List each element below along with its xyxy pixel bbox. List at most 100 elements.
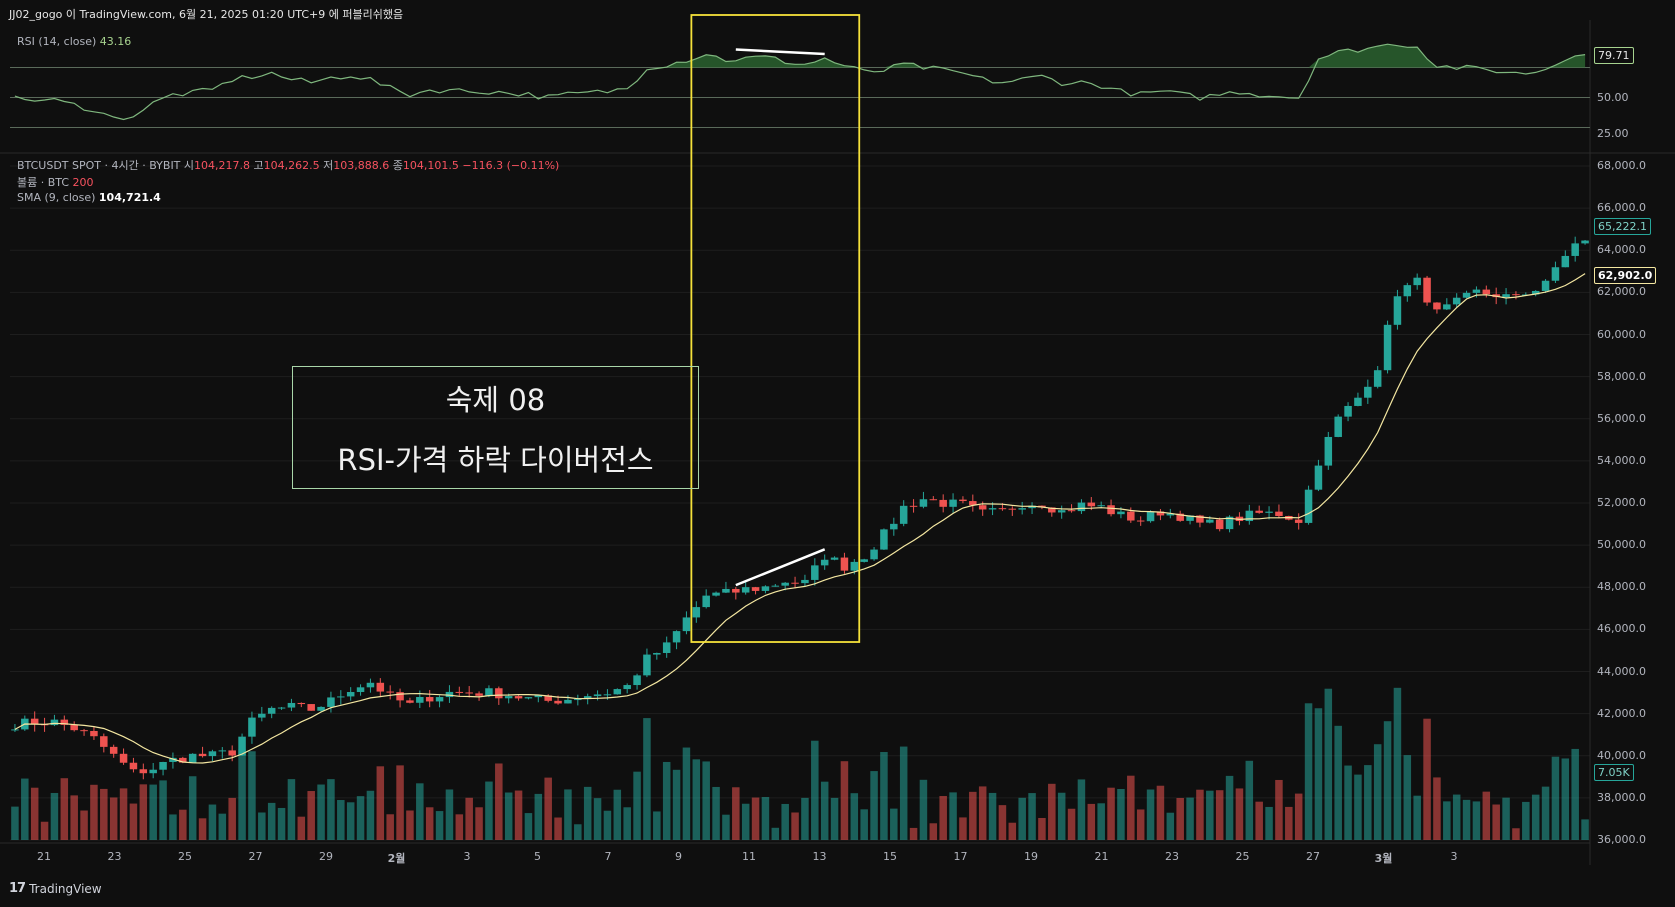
volume-bar xyxy=(376,766,385,840)
candle-body xyxy=(80,730,88,732)
candle-body xyxy=(860,559,868,562)
volume-bar xyxy=(21,778,29,840)
candle-body xyxy=(988,508,997,510)
candle-body xyxy=(1443,304,1451,310)
volume-bar xyxy=(1294,793,1303,840)
rsi-value: 43.16 xyxy=(99,35,132,48)
candle-body xyxy=(307,704,315,711)
sma-legend[interactable]: SMA (9, close) 104,721.4 xyxy=(17,191,161,204)
candle-body xyxy=(564,699,572,704)
candle-body xyxy=(662,642,671,653)
candle-body xyxy=(1314,465,1323,490)
candle-body xyxy=(1107,505,1115,515)
candle-body xyxy=(633,675,641,686)
candle-body xyxy=(169,757,177,762)
time-tick-label: 27 xyxy=(1306,850,1320,863)
time-tick-label: 17 xyxy=(953,850,968,863)
volume-bar xyxy=(1117,788,1125,840)
volume-bar xyxy=(850,793,859,840)
publish-header: JJ02_gogo 이 TradingView.com, 6월 21, 2025… xyxy=(9,8,404,21)
volume-bar xyxy=(1413,795,1421,840)
volume-bar xyxy=(1354,774,1362,840)
time-tick-label: 23 xyxy=(1165,850,1179,863)
time-tick-label: 21 xyxy=(1094,850,1109,863)
volume-bar xyxy=(1462,799,1471,840)
volume-bar xyxy=(544,777,552,840)
volume-bar xyxy=(613,789,622,840)
volume-bar xyxy=(1492,804,1500,840)
price-tick-label: 52,000.0 xyxy=(1597,496,1646,509)
candle-body xyxy=(643,654,651,676)
candle-body xyxy=(1413,277,1421,286)
annotation-subtitle: RSI-가격 하락 다이버전스 xyxy=(337,443,654,477)
volume-bar xyxy=(267,802,276,840)
volume-bar xyxy=(1393,687,1402,840)
volume-bar xyxy=(1186,797,1194,840)
candle-body xyxy=(1255,510,1263,513)
candle-body xyxy=(554,700,562,704)
time-tick-label: 9 xyxy=(675,850,682,863)
candle-body xyxy=(485,688,493,696)
volume-bar xyxy=(514,790,523,840)
candle-body xyxy=(396,692,404,701)
volume-bar xyxy=(60,778,69,840)
volume-bar xyxy=(1561,758,1570,840)
volume-legend[interactable]: 볼륨 · BTC 200 xyxy=(17,174,94,190)
candle-body xyxy=(1403,285,1412,297)
volume-bar xyxy=(1403,755,1412,840)
rsi-level-label: 25.00 xyxy=(1597,126,1629,140)
tradingview-brand[interactable]: 17 TradingView xyxy=(9,881,102,896)
candle-body xyxy=(722,588,730,593)
candle-body xyxy=(939,499,947,507)
candle-body xyxy=(1215,519,1224,530)
price-tick-label: 60,000.0 xyxy=(1597,327,1646,341)
candle-body xyxy=(208,751,217,757)
volume-bar xyxy=(949,792,957,840)
volume-bar xyxy=(801,797,809,840)
volume-bar xyxy=(1423,718,1431,840)
volume-bar xyxy=(386,814,394,840)
candle-body xyxy=(1136,520,1145,522)
candle-body xyxy=(1433,302,1441,310)
candle-body xyxy=(238,736,246,756)
price-tick-label: 64,000.0 xyxy=(1597,243,1646,257)
volume-bar xyxy=(159,780,167,840)
change-value: −116.3 (−0.11%) xyxy=(462,159,560,172)
volume-bar xyxy=(277,807,286,840)
volume-bar xyxy=(1235,788,1244,840)
rsi-legend[interactable]: RSI (14, close) 43.16 xyxy=(17,35,131,48)
candle-body xyxy=(909,505,918,507)
volume-bar xyxy=(1502,797,1510,840)
candle-body xyxy=(998,508,1007,510)
volume-bar xyxy=(248,751,256,840)
symbol-legend[interactable]: BTCUSDT SPOT · 4시간 · BYBIT 시104,217.8 고1… xyxy=(17,157,559,173)
volume-bar xyxy=(416,783,424,840)
candle-body xyxy=(1087,502,1096,507)
volume-bar xyxy=(30,787,39,840)
candle-body xyxy=(1156,511,1165,516)
volume-bar xyxy=(1344,765,1352,840)
volume-bar xyxy=(139,784,148,840)
volume-bar xyxy=(1551,756,1560,840)
price-tick-label: 48,000.0 xyxy=(1597,580,1646,594)
candle-body xyxy=(820,559,829,566)
volume-bar xyxy=(1581,819,1589,840)
candle-body xyxy=(791,582,799,584)
volume-bar xyxy=(70,795,78,840)
volume-bar xyxy=(909,827,918,840)
price-tick-label: 58,000.0 xyxy=(1597,369,1646,383)
volume-bar xyxy=(712,786,720,840)
candle-body xyxy=(218,750,227,752)
candle-body xyxy=(11,729,19,731)
volume-bar xyxy=(583,786,592,840)
annotation-box[interactable]: 숙제 08 RSI-가격 하락 다이버전스 xyxy=(292,366,699,489)
volume-bar xyxy=(1077,779,1086,840)
sma-value: 104,721.4 xyxy=(98,191,161,204)
tradingview-logo-icon: 17 xyxy=(9,881,26,896)
volume-bar xyxy=(969,791,977,840)
volume-bar xyxy=(346,802,355,840)
volume-bar xyxy=(208,804,217,840)
sma-label: SMA (9, close) xyxy=(17,191,96,204)
time-tick-label: 2월 xyxy=(387,852,406,865)
